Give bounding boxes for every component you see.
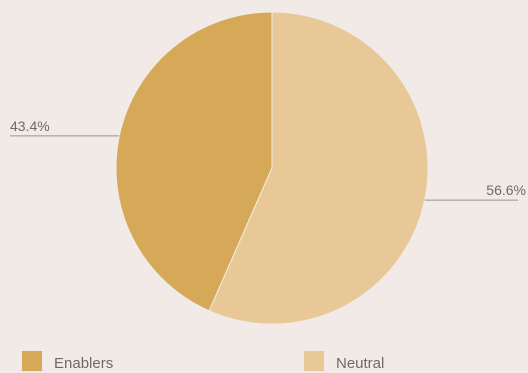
legend-item-neutral[interactable]: Neutral	[304, 351, 384, 372]
legend-item-enablers[interactable]: Enablers	[22, 351, 113, 372]
slice-labels: 43.4% 56.6%	[10, 118, 526, 201]
data-label-neutral: 56.6%	[486, 182, 526, 198]
pie-slices	[115, 11, 429, 325]
legend-swatch-neutral	[304, 351, 324, 371]
legend-label-neutral: Neutral	[336, 355, 384, 372]
legend-label-enablers: Enablers	[54, 355, 113, 372]
data-label-enablers: 43.4%	[10, 118, 50, 134]
legend-swatch-enablers	[22, 351, 42, 371]
legend: Enablers Neutral	[22, 351, 384, 372]
pie-slice-enablers[interactable]	[115, 11, 273, 312]
pie-slice-neutral[interactable]	[208, 11, 429, 325]
